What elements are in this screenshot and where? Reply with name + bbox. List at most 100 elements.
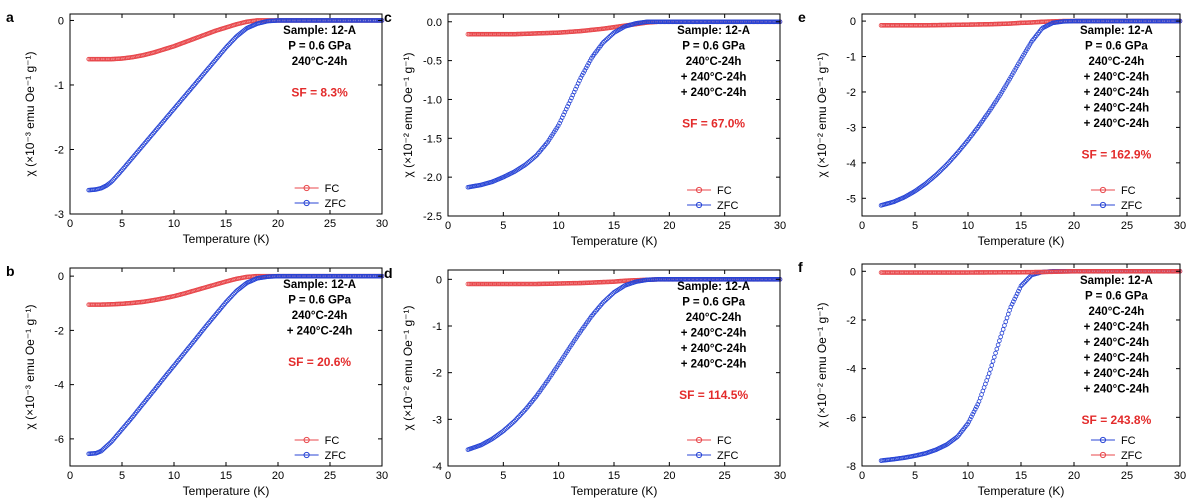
- data-point: [999, 330, 1005, 336]
- data-point: [997, 338, 1002, 344]
- legend-item-zfc: ZFC: [1090, 450, 1142, 462]
- legend-item-zfc: ZFC: [294, 198, 346, 210]
- annotation-line: 240°C-24h: [1089, 306, 1145, 318]
- data-point: [528, 158, 533, 163]
- data-point: [555, 123, 561, 129]
- series-zfc: [86, 273, 385, 457]
- data-point: [950, 156, 955, 161]
- legend-label: FC: [1121, 435, 1136, 447]
- panel-e: e 0 5 10 15 20 25 30 0 -1 -2 -3 -4 -5 Temperature (K) χ…: [798, 9, 1186, 248]
- data-point: [1019, 282, 1025, 287]
- x-tick-label: 10: [962, 470, 974, 482]
- data-point: [227, 295, 233, 301]
- data-point: [969, 414, 974, 420]
- annotation-line: + 240°C-24h: [1084, 72, 1150, 84]
- y-axis-label: χ (×10⁻³ emu Oe⁻¹ g⁻¹): [23, 51, 37, 176]
- sf-value: SF = 20.6%: [288, 355, 351, 369]
- data-point: [1012, 296, 1017, 302]
- data-point: [508, 422, 513, 428]
- x-tick-label: 0: [859, 470, 865, 482]
- panel-letter: e: [798, 9, 806, 25]
- data-point: [513, 417, 519, 423]
- x-axis-label: Temperature (K): [183, 232, 270, 246]
- annotation-line: + 240°C-24h: [1084, 353, 1150, 365]
- data-point: [533, 153, 538, 159]
- data-point: [988, 367, 993, 372]
- annotation-line: P = 0.6 GPa: [1085, 291, 1148, 303]
- data-point: [936, 170, 941, 176]
- x-tick-label: 30: [1174, 470, 1186, 482]
- annotation-line: 240°C-24h: [292, 56, 348, 68]
- data-point: [223, 45, 229, 50]
- data-point: [506, 423, 512, 429]
- data-point: [504, 425, 509, 431]
- data-point: [993, 350, 998, 356]
- legend-marker: [303, 184, 310, 192]
- data-point: [526, 159, 532, 165]
- series-zfc: [465, 277, 783, 452]
- panel-letter: a: [6, 9, 14, 25]
- legend-label: ZFC: [325, 198, 346, 210]
- data-point: [98, 448, 104, 454]
- y-tick-label: -3: [846, 122, 856, 134]
- data-point: [232, 290, 238, 296]
- y-tick-label: -1.0: [423, 94, 442, 106]
- y-tick-label: -1: [432, 321, 442, 333]
- y-axis-label: χ (×10⁻² emu Oe⁻¹ g⁻¹): [815, 302, 829, 427]
- data-point: [947, 159, 953, 164]
- data-point: [1018, 283, 1024, 289]
- data-point: [967, 416, 973, 422]
- y-tick-label: 0: [850, 16, 856, 28]
- legend-marker: [695, 436, 703, 444]
- x-tick-label: 15: [608, 470, 620, 482]
- y-tick-label: -3: [432, 414, 442, 426]
- annotation-line: 240°C-24h: [686, 312, 742, 324]
- data-point: [1017, 286, 1023, 291]
- panel-letter: f: [798, 259, 803, 275]
- data-point: [1014, 291, 1020, 297]
- x-tick-label: 20: [272, 470, 284, 482]
- data-point: [502, 427, 508, 432]
- data-point: [586, 60, 592, 66]
- data-point: [110, 178, 115, 184]
- x-tick-label: 0: [67, 218, 73, 230]
- annotation-line: + 240°C-24h: [681, 72, 747, 84]
- x-tick-label: 30: [774, 470, 786, 482]
- plot-area: [878, 268, 1183, 463]
- x-tick-label: 20: [663, 470, 675, 482]
- y-tick-label: -3: [54, 209, 64, 221]
- data-point: [606, 295, 611, 300]
- data-point: [938, 168, 944, 173]
- data-point: [228, 39, 234, 45]
- x-tick-label: 25: [719, 220, 731, 232]
- plot-area: [465, 19, 783, 190]
- data-point: [601, 299, 606, 305]
- data-point: [1014, 63, 1020, 69]
- data-point: [111, 177, 116, 182]
- plot-area: [86, 18, 385, 193]
- annotation-line: Sample: 12-A: [283, 279, 356, 291]
- data-point: [530, 156, 536, 161]
- legend-item-fc: FC: [687, 435, 732, 447]
- data-point: [587, 58, 593, 64]
- series-zfc: [878, 18, 1183, 208]
- data-point: [581, 70, 586, 76]
- x-tick-label: 15: [608, 220, 620, 232]
- y-tick-label: -4: [846, 158, 856, 170]
- annotation-line: P = 0.6 GPa: [288, 295, 351, 307]
- data-point: [501, 428, 507, 433]
- annotation-line: Sample: 12-A: [283, 25, 356, 37]
- y-tick-label: -4: [54, 380, 64, 392]
- data-point: [995, 342, 1001, 348]
- annotation-line: 240°C-24h: [1089, 56, 1145, 68]
- y-tick-label: 0: [850, 266, 856, 278]
- y-tick-label: 0: [58, 15, 64, 27]
- data-point: [602, 38, 607, 44]
- data-point: [1023, 278, 1029, 283]
- x-tick-label: 20: [663, 220, 675, 232]
- legend-label: FC: [325, 435, 340, 447]
- legend-label: ZFC: [325, 450, 346, 462]
- legend-item-fc: FC: [1090, 185, 1136, 197]
- legend-item-zfc: ZFC: [1090, 200, 1142, 212]
